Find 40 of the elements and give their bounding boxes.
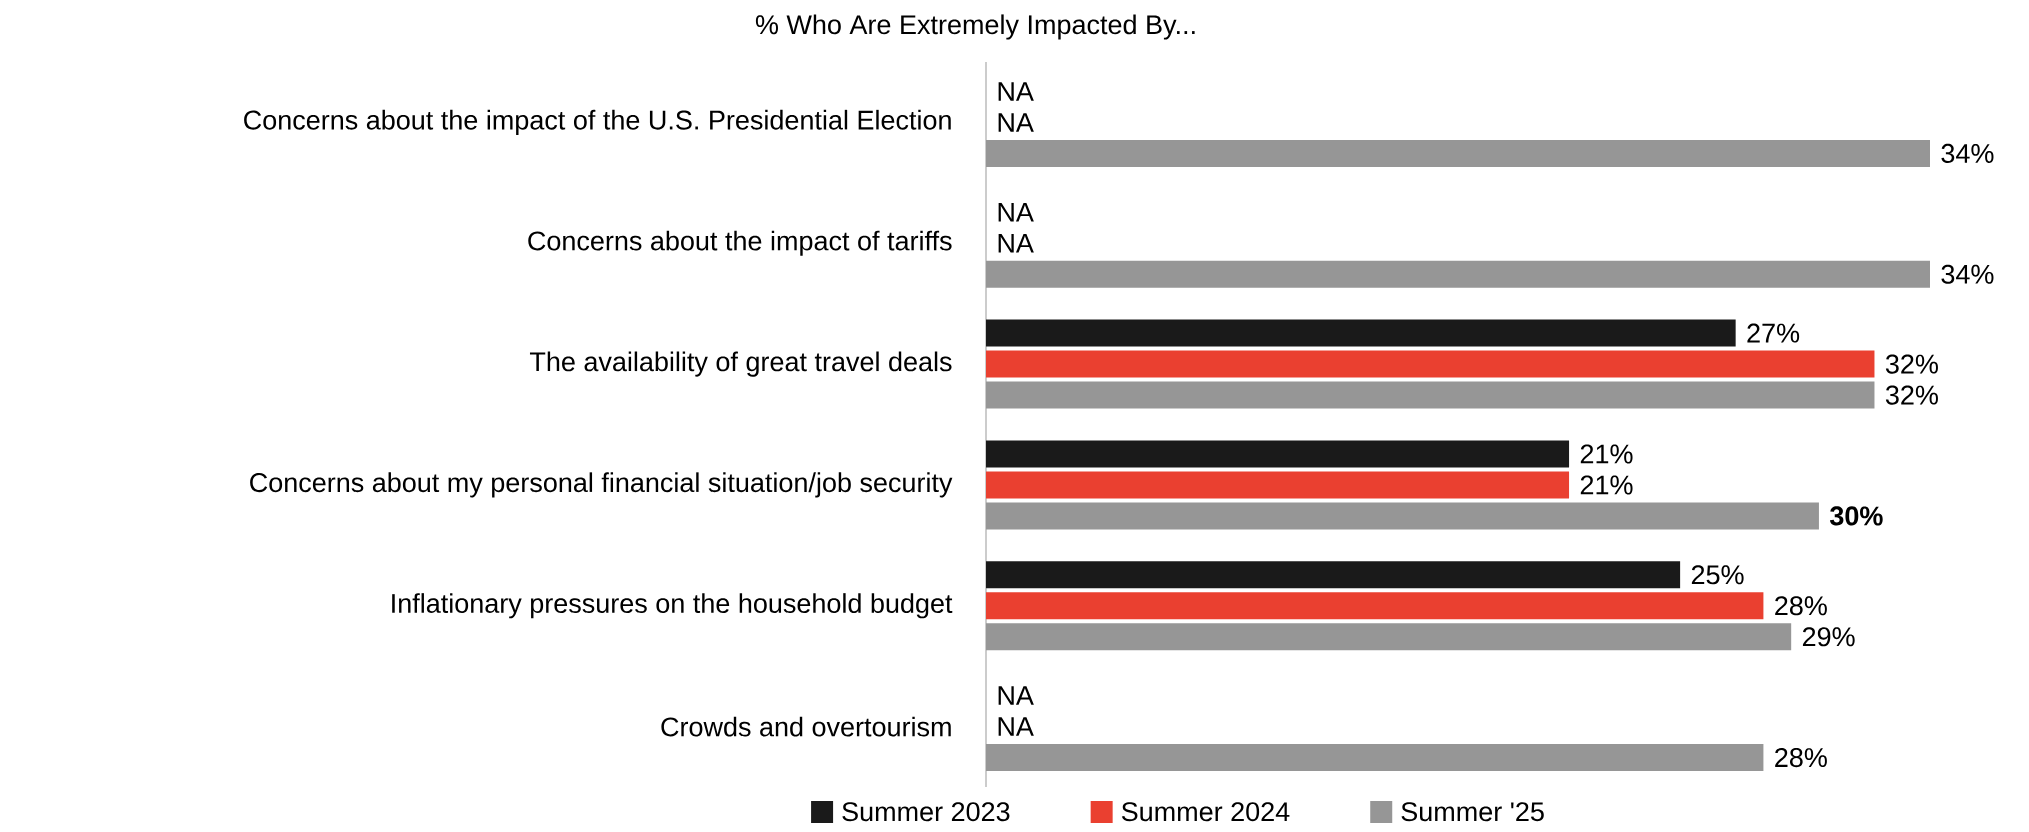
data-label: 34% (1941, 264, 1994, 284)
bar (986, 592, 1764, 620)
text: NA (998, 686, 1034, 705)
data-label: 27% (1747, 323, 1800, 343)
text: NA (998, 82, 1034, 101)
y-tick-label: Concerns about my personal financial situation/job security (250, 472, 953, 498)
y-tick-label: Inflationary pressures on the household budget (392, 593, 953, 619)
bar (986, 502, 1819, 530)
bar (986, 260, 1931, 288)
data-label: 21% (1580, 444, 1633, 464)
bar (986, 319, 1736, 347)
legend-label: Summer 2024 (1121, 802, 1290, 822)
bar (986, 381, 1875, 409)
text: NA (998, 202, 1034, 222)
bar (986, 623, 1792, 651)
chart-title: % Who Are Extremely Impacted By... (755, 14, 1195, 40)
bar (986, 561, 1681, 589)
y-tick-label: Crowds and overtourism (661, 716, 951, 737)
text: NA (998, 717, 1034, 736)
y-tick-label: Concerns about the impact of tariffs (528, 230, 952, 256)
bar (986, 350, 1875, 378)
data-label: 29% (1802, 627, 1855, 647)
data-label: 28% (1775, 748, 1827, 768)
text: NA (998, 113, 1034, 132)
data-label: 28% (1775, 596, 1827, 616)
bar (986, 440, 1570, 468)
data-label: 25% (1691, 565, 1744, 585)
bar (986, 139, 1931, 167)
text: NA (998, 233, 1034, 253)
data-label: 30% (1829, 506, 1883, 526)
data-label: 34% (1941, 143, 1994, 163)
y-tick-label: Concerns about the impact of the U.S. Presidential Election (244, 109, 951, 136)
legend-label: Summer '25 (1401, 802, 1544, 822)
bar (986, 744, 1764, 772)
data-label: 32% (1885, 385, 1938, 405)
data-label: 21% (1580, 475, 1633, 495)
legend-label: Summer 2023 (842, 802, 1010, 822)
y-tick-label: The availability of great travel deals (529, 351, 952, 377)
bar (986, 471, 1570, 499)
data-label: 32% (1885, 354, 1938, 374)
